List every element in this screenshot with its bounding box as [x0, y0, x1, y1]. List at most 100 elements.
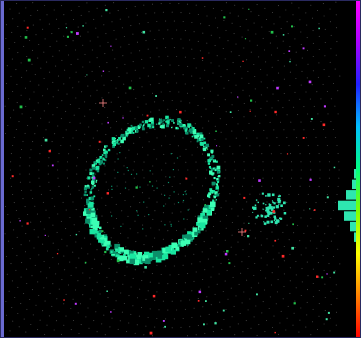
ring-hit	[115, 254, 119, 257]
pmt-dot	[224, 239, 226, 241]
pmt-dot	[119, 18, 121, 20]
ring-hit	[215, 186, 219, 190]
pmt-dot	[48, 315, 50, 317]
pmt-dot	[328, 263, 330, 265]
pmt-dot	[4, 233, 6, 235]
pmt-dot	[171, 300, 173, 302]
pmt-dot	[167, 309, 169, 311]
ring-hit	[162, 121, 164, 123]
pmt-dot	[158, 29, 160, 31]
pmt-dot	[283, 285, 285, 288]
ring-hit	[91, 176, 94, 179]
pmt-dot	[298, 145, 300, 147]
ring-hit	[86, 208, 92, 214]
pmt-dot	[275, 35, 277, 37]
pmt-dot	[207, 80, 209, 82]
pmt-dot	[290, 217, 292, 219]
pmt-dot	[39, 185, 41, 187]
ring-hit	[123, 253, 126, 257]
noise-hit	[228, 262, 231, 265]
ring-hit	[103, 148, 106, 152]
pmt-dot	[117, 10, 119, 12]
ring-hit	[213, 182, 216, 185]
pmt-dot	[115, 217, 118, 220]
pmt-dot	[251, 153, 253, 155]
pmt-dot	[305, 91, 307, 93]
pmt-dot	[268, 307, 270, 310]
pmt-dot	[195, 161, 197, 163]
pmt-dot	[173, 318, 175, 320]
pmt-dot	[72, 251, 74, 253]
pmt-dot	[125, 246, 127, 248]
pmt-dot	[133, 89, 135, 91]
ring-hit	[212, 172, 215, 175]
pmt-dot	[337, 225, 339, 227]
pmt-dot	[105, 305, 107, 307]
pmt-dot	[195, 67, 197, 69]
pmt-dot	[48, 23, 50, 25]
pmt-dot	[258, 56, 260, 58]
pmt-dot	[273, 129, 275, 131]
pmt-dot	[253, 169, 255, 171]
pmt-dot	[276, 291, 278, 293]
pmt-dot	[38, 254, 40, 256]
pmt-dot	[176, 256, 178, 258]
pmt-dot	[96, 281, 98, 283]
pmt-dot	[269, 145, 271, 147]
pmt-dot	[117, 96, 119, 98]
pmt-dot	[46, 61, 48, 63]
ring-hit	[86, 185, 90, 189]
pmt-dot	[38, 43, 40, 46]
pmt-dot	[92, 119, 94, 121]
pmt-dot	[330, 34, 332, 36]
inner-hit	[137, 214, 139, 216]
pmt-dot	[76, 157, 79, 159]
inner-hit	[168, 197, 170, 199]
pmt-dot	[300, 307, 302, 309]
ring-hit	[117, 140, 119, 142]
pmt-dot	[61, 238, 63, 240]
noise-hit	[316, 275, 319, 278]
pmt-dot	[160, 273, 162, 276]
pmt-dot	[111, 196, 113, 198]
ring-hit	[120, 133, 124, 138]
inner-hit	[151, 185, 154, 187]
pmt-dot	[120, 232, 122, 234]
pmt-dot	[264, 7, 266, 9]
pmt-dot	[109, 326, 111, 328]
pmt-dot	[231, 22, 233, 24]
pmt-dot	[329, 330, 331, 332]
pmt-dot	[195, 177, 197, 179]
pmt-dot	[318, 62, 320, 64]
ring-hit	[136, 129, 139, 133]
histogram-bin	[344, 211, 356, 221]
pmt-dot	[182, 291, 184, 293]
pmt-dot	[147, 184, 149, 186]
pmt-dot	[107, 221, 109, 224]
pmt-grid	[4, 1, 341, 337]
pmt-dot	[197, 104, 199, 107]
ring-hit	[142, 255, 149, 261]
pmt-dot	[107, 189, 110, 191]
cross-marker	[99, 99, 107, 107]
pmt-dot	[65, 209, 67, 211]
ring-hit	[211, 155, 215, 158]
event-display-canvas[interactable]	[0, 0, 341, 338]
pmt-dot	[288, 193, 290, 195]
inner-hit	[164, 224, 166, 226]
pmt-dot	[178, 220, 180, 222]
pmt-dot	[186, 218, 188, 220]
pmt-dot	[154, 101, 156, 103]
ring-hit	[165, 120, 167, 123]
pmt-dot	[247, 70, 249, 72]
pmt-dot	[26, 268, 28, 270]
vertex-marker	[99, 99, 246, 236]
pmt-dot	[216, 283, 218, 285]
ring-hit	[101, 242, 104, 246]
noise-hit	[11, 175, 14, 178]
pmt-dot	[104, 285, 106, 287]
pmt-dot	[140, 307, 143, 309]
pmt-dot	[9, 8, 11, 10]
pmt-dot	[192, 226, 194, 228]
pmt-dot	[318, 153, 320, 155]
